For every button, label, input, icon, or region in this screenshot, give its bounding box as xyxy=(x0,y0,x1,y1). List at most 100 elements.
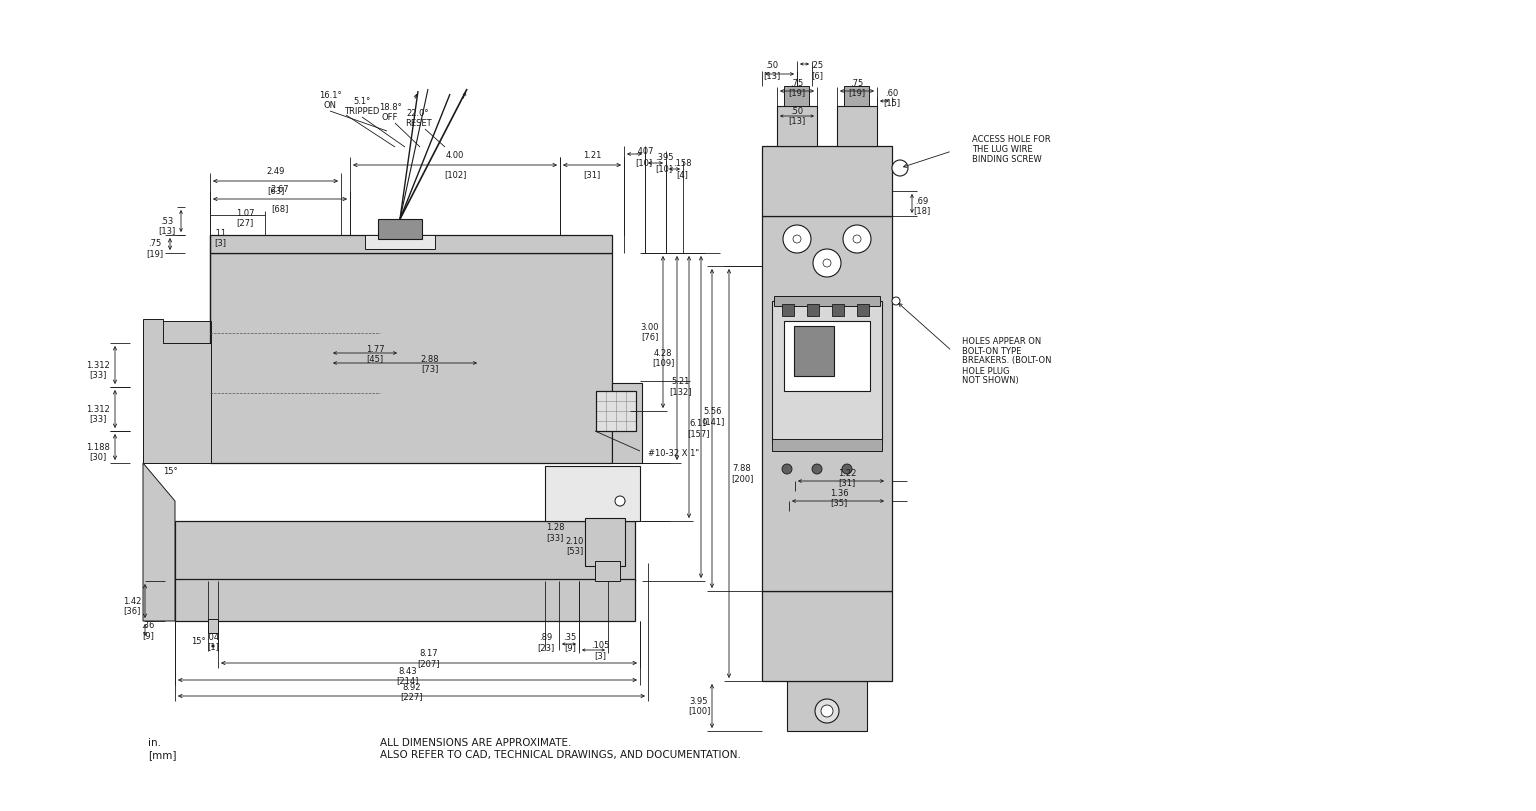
Text: .04: .04 xyxy=(206,633,220,642)
Text: 7.88: 7.88 xyxy=(733,464,751,473)
Text: 8.43: 8.43 xyxy=(398,667,416,676)
Text: [31]: [31] xyxy=(839,478,856,487)
Text: [200]: [200] xyxy=(731,474,753,483)
Bar xyxy=(143,389,210,411)
Text: [109]: [109] xyxy=(651,358,674,367)
Bar xyxy=(783,86,809,106)
Text: [214]: [214] xyxy=(396,676,419,685)
Bar xyxy=(783,321,869,391)
Text: [18]: [18] xyxy=(914,207,931,216)
Bar xyxy=(545,466,641,521)
Bar xyxy=(175,579,634,621)
Text: ALL DIMENSIONS ARE APPROXIMATE.: ALL DIMENSIONS ARE APPROXIMATE. xyxy=(379,738,571,748)
Bar xyxy=(366,235,435,249)
Text: BINDING SCREW: BINDING SCREW xyxy=(972,155,1041,164)
Circle shape xyxy=(843,225,871,253)
Text: RESET: RESET xyxy=(404,118,432,127)
Text: .25: .25 xyxy=(811,62,823,71)
Text: 8.92: 8.92 xyxy=(402,683,421,692)
Bar xyxy=(782,304,794,316)
Text: 15°: 15° xyxy=(163,466,177,475)
Text: 22.0°: 22.0° xyxy=(407,109,429,118)
Text: [10]: [10] xyxy=(636,158,653,168)
Text: 3.95: 3.95 xyxy=(690,697,708,706)
Text: 1.312: 1.312 xyxy=(86,405,111,414)
Text: 1.188: 1.188 xyxy=(86,443,111,452)
Text: [63]: [63] xyxy=(267,187,284,195)
Text: 5.1°: 5.1° xyxy=(353,97,370,105)
Text: ACCESS HOLE FOR: ACCESS HOLE FOR xyxy=(972,135,1051,144)
Text: [141]: [141] xyxy=(702,418,723,427)
Bar xyxy=(777,106,817,146)
Text: [73]: [73] xyxy=(421,364,439,374)
Text: 1.07: 1.07 xyxy=(235,208,255,217)
Text: [227]: [227] xyxy=(401,693,422,702)
Text: [6]: [6] xyxy=(811,71,823,80)
Text: 1.36: 1.36 xyxy=(829,488,848,497)
Circle shape xyxy=(822,705,833,717)
Bar xyxy=(143,365,210,387)
Text: [30]: [30] xyxy=(89,453,106,461)
Bar xyxy=(143,321,210,343)
Text: [33]: [33] xyxy=(547,534,564,543)
Bar xyxy=(210,253,611,463)
Text: .105: .105 xyxy=(591,642,610,650)
Text: 16.1°: 16.1° xyxy=(318,91,341,100)
Bar xyxy=(837,106,877,146)
Text: [207]: [207] xyxy=(418,659,441,668)
Text: 3.00: 3.00 xyxy=(641,323,659,332)
Text: TRIPPED: TRIPPED xyxy=(344,106,379,115)
Text: NOT SHOWN): NOT SHOWN) xyxy=(962,376,1018,385)
Text: 2.67: 2.67 xyxy=(270,184,289,194)
Text: [132]: [132] xyxy=(670,388,693,397)
Bar xyxy=(207,619,218,633)
Bar xyxy=(833,304,843,316)
Text: OFF: OFF xyxy=(382,113,398,122)
Text: [36]: [36] xyxy=(123,607,141,616)
Circle shape xyxy=(783,225,811,253)
Bar xyxy=(843,86,869,106)
Text: 18.8°: 18.8° xyxy=(379,102,401,111)
Bar xyxy=(774,296,880,306)
Text: [9]: [9] xyxy=(141,632,154,641)
Text: ON: ON xyxy=(324,101,336,109)
Text: [13]: [13] xyxy=(763,71,780,80)
Circle shape xyxy=(813,464,822,474)
Bar xyxy=(594,561,621,581)
Bar xyxy=(773,301,882,441)
Text: THE LUG WIRE: THE LUG WIRE xyxy=(972,144,1032,153)
Text: HOLE PLUG: HOLE PLUG xyxy=(962,367,1009,375)
Text: .11: .11 xyxy=(214,229,227,238)
Text: [157]: [157] xyxy=(688,429,710,438)
Text: .35: .35 xyxy=(564,633,576,642)
Circle shape xyxy=(793,235,800,243)
Text: .53: .53 xyxy=(160,217,174,225)
Text: [19]: [19] xyxy=(788,88,805,97)
Text: [76]: [76] xyxy=(642,333,659,341)
Text: 4.28: 4.28 xyxy=(654,349,673,358)
Text: [33]: [33] xyxy=(89,371,106,380)
Bar xyxy=(143,414,210,436)
Bar xyxy=(762,146,892,216)
Text: HOLES APPEAR ON: HOLES APPEAR ON xyxy=(962,337,1041,345)
Bar xyxy=(806,304,819,316)
Bar xyxy=(857,304,869,316)
Bar xyxy=(786,681,866,731)
Text: [9]: [9] xyxy=(564,643,576,653)
Text: [3]: [3] xyxy=(594,651,607,660)
Text: .69: .69 xyxy=(915,196,929,205)
Bar xyxy=(585,518,625,566)
Text: .395: .395 xyxy=(654,152,673,161)
Text: 1.28: 1.28 xyxy=(545,523,564,533)
Text: .75: .75 xyxy=(149,239,161,248)
Text: .50: .50 xyxy=(765,62,779,71)
Bar xyxy=(611,383,642,463)
Text: 1.22: 1.22 xyxy=(837,469,856,478)
Bar xyxy=(210,235,611,253)
Text: BREAKERS. (BOLT-ON: BREAKERS. (BOLT-ON xyxy=(962,357,1052,366)
Bar xyxy=(143,343,210,365)
Bar xyxy=(794,326,834,376)
Text: 2.49: 2.49 xyxy=(266,166,284,175)
Circle shape xyxy=(852,235,862,243)
Text: in.: in. xyxy=(147,738,161,748)
